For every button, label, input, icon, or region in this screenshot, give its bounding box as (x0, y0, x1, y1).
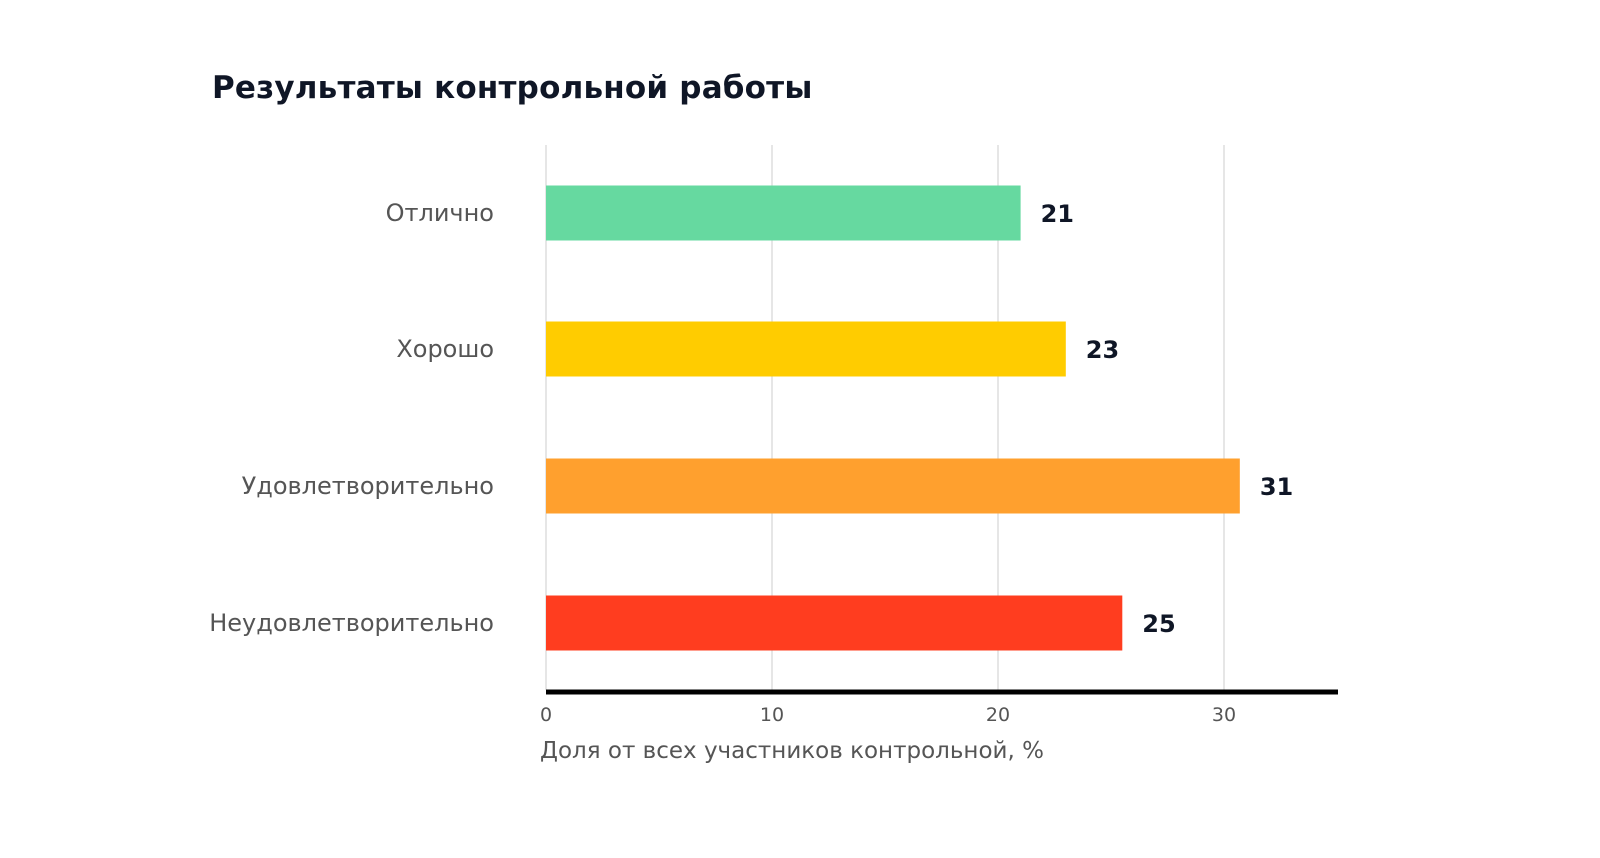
x-tick-labels: 0 10 20 30 (540, 704, 1236, 726)
bars (546, 185, 1240, 651)
bar-0 (546, 185, 1021, 241)
value-label: 23 (1086, 336, 1119, 364)
category-label: Неудовлетворительно (209, 609, 494, 637)
x-axis-title: Доля от всех участников контрольной, % (540, 738, 1044, 764)
x-tick-label: 0 (540, 704, 552, 726)
x-tick-label: 10 (760, 704, 784, 726)
category-label: Удовлетворительно (242, 472, 494, 500)
category-label: Отлично (386, 199, 494, 227)
value-label: 21 (1041, 200, 1074, 228)
x-tick-label: 30 (1212, 704, 1236, 726)
value-labels: 21 23 31 25 (1041, 200, 1294, 638)
x-tick-label: 20 (986, 704, 1010, 726)
bar-2 (546, 458, 1240, 514)
bar-3 (546, 595, 1123, 651)
value-label: 31 (1260, 473, 1293, 501)
category-label: Хорошо (396, 335, 494, 363)
value-label: 25 (1142, 610, 1175, 638)
bar-1 (546, 321, 1066, 377)
category-labels: Отлично Хорошо Удовлетворительно Неудовлетв… (209, 199, 494, 637)
chart-title: Результаты контрольной работы (212, 70, 813, 106)
